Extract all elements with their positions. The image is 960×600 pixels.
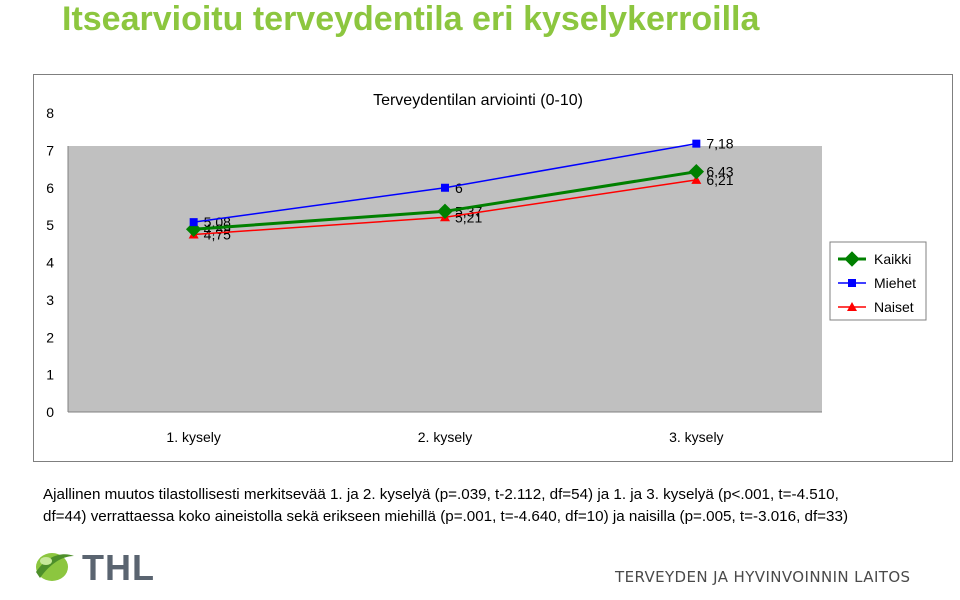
data-label: 6,43 xyxy=(706,164,733,180)
data-label: 6 xyxy=(455,180,463,196)
note-line-2: df=44) verrattaessa koko aineistolla sek… xyxy=(43,508,848,525)
legend: Kaikki Miehet Naiset xyxy=(829,241,927,321)
data-label: 7,18 xyxy=(706,136,733,152)
thl-leaf-icon xyxy=(36,553,74,581)
significance-note: Ajallinen muutos tilastollisesti merkits… xyxy=(43,484,943,528)
organization-name: TERVEYDEN JA HYVINVOINNIN LAITOS xyxy=(615,568,911,586)
x-tick-label: 3. kysely xyxy=(669,429,723,445)
y-tick-label: 0 xyxy=(46,404,54,420)
data-label: 6,21 xyxy=(706,172,733,188)
thl-logo-text: THL xyxy=(82,547,155,588)
x-tick-label: 2. kysely xyxy=(418,429,472,445)
legend-label-naiset: Naiset xyxy=(874,299,914,315)
y-tick-label: 6 xyxy=(46,180,54,196)
x-tick-labels: 1. kysely 2. kysely 3. kysely xyxy=(166,429,723,445)
y-tick-label: 8 xyxy=(46,105,54,121)
chart-title: Terveydentilan arviointi (0-10) xyxy=(373,92,583,109)
x-tick-label: 1. kysely xyxy=(166,429,220,445)
y-tick-label: 7 xyxy=(46,142,54,158)
legend-label-miehet: Miehet xyxy=(874,275,916,291)
data-point xyxy=(437,203,453,220)
series-miehet xyxy=(189,139,701,227)
y-tick-label: 3 xyxy=(46,292,54,308)
chart-frame: Terveydentilan arviointi (0-10) 0 1 2 3 4 5 6 7… xyxy=(33,74,953,462)
data-point xyxy=(189,218,198,227)
line-chart: Terveydentilan arviointi (0-10) 0 1 2 3 4 5 6 7… xyxy=(46,92,927,445)
data-label: 4,75 xyxy=(204,226,231,242)
data-point xyxy=(688,163,705,180)
legend-marker xyxy=(848,279,856,287)
thl-logo: THL xyxy=(36,547,155,588)
y-tick-label: 5 xyxy=(46,217,54,233)
legend-marker xyxy=(847,302,857,311)
slide-title: Itsearvioitu terveydentila eri kyselyker… xyxy=(62,0,760,38)
y-tick-label: 2 xyxy=(46,329,54,345)
legend-marker xyxy=(844,251,860,267)
note-line-1: Ajallinen muutos tilastollisesti merkits… xyxy=(43,486,839,503)
y-tick-labels: 0 1 2 3 4 5 6 7 8 xyxy=(46,105,54,420)
legend-label-kaikki: Kaikki xyxy=(874,251,911,267)
data-point xyxy=(441,183,449,192)
data-point xyxy=(692,139,701,148)
y-tick-label: 4 xyxy=(46,255,54,271)
y-tick-label: 1 xyxy=(46,367,54,383)
data-point xyxy=(691,174,702,184)
